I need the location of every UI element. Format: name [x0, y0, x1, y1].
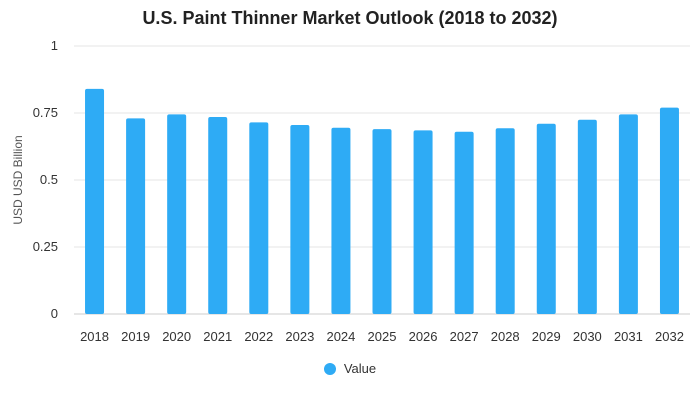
x-tick-label: 2026: [409, 329, 438, 344]
bar[interactable]: [85, 88, 105, 314]
legend-label: Value: [343, 361, 377, 376]
y-tick-label: 0.25: [33, 239, 58, 254]
x-tick-label: 2028: [491, 329, 520, 344]
y-tick-label: 0: [51, 306, 58, 321]
y-tick-label: 0.5: [40, 172, 58, 187]
legend: Value: [0, 361, 700, 378]
x-tick-label: 2021: [203, 329, 232, 344]
x-tick-label: 2027: [450, 329, 479, 344]
bar[interactable]: [536, 123, 556, 314]
y-tick-label: 0.75: [33, 105, 58, 120]
bar[interactable]: [659, 107, 679, 314]
x-tick-label: 2020: [162, 329, 191, 344]
legend-swatch: [323, 362, 336, 375]
x-tick-label: 2030: [573, 329, 602, 344]
bar[interactable]: [454, 131, 474, 314]
bar[interactable]: [495, 128, 515, 314]
x-tick-label: 2031: [614, 329, 643, 344]
x-tick-label: 2023: [285, 329, 314, 344]
x-tick-label: 2029: [532, 329, 561, 344]
x-tick-label: 2019: [121, 329, 150, 344]
bar[interactable]: [372, 129, 392, 314]
bar[interactable]: [126, 118, 146, 314]
x-tick-label: 2032: [655, 329, 684, 344]
x-tick-label: 2025: [368, 329, 397, 344]
y-tick-label: 1: [51, 38, 58, 53]
bar[interactable]: [618, 114, 638, 314]
x-tick-label: 2024: [326, 329, 355, 344]
bar[interactable]: [208, 117, 228, 315]
x-tick-label: 2018: [80, 329, 109, 344]
bar[interactable]: [577, 119, 597, 314]
bar[interactable]: [290, 125, 310, 314]
y-axis-label: USD USD Billion: [11, 135, 25, 224]
bar[interactable]: [413, 130, 433, 314]
legend-item-value[interactable]: Value: [323, 361, 377, 376]
bar[interactable]: [331, 127, 351, 315]
bar[interactable]: [167, 114, 187, 314]
x-tick-label: 2022: [244, 329, 273, 344]
bar[interactable]: [249, 122, 269, 314]
chart-title: U.S. Paint Thinner Market Outlook (2018 …: [142, 8, 558, 28]
